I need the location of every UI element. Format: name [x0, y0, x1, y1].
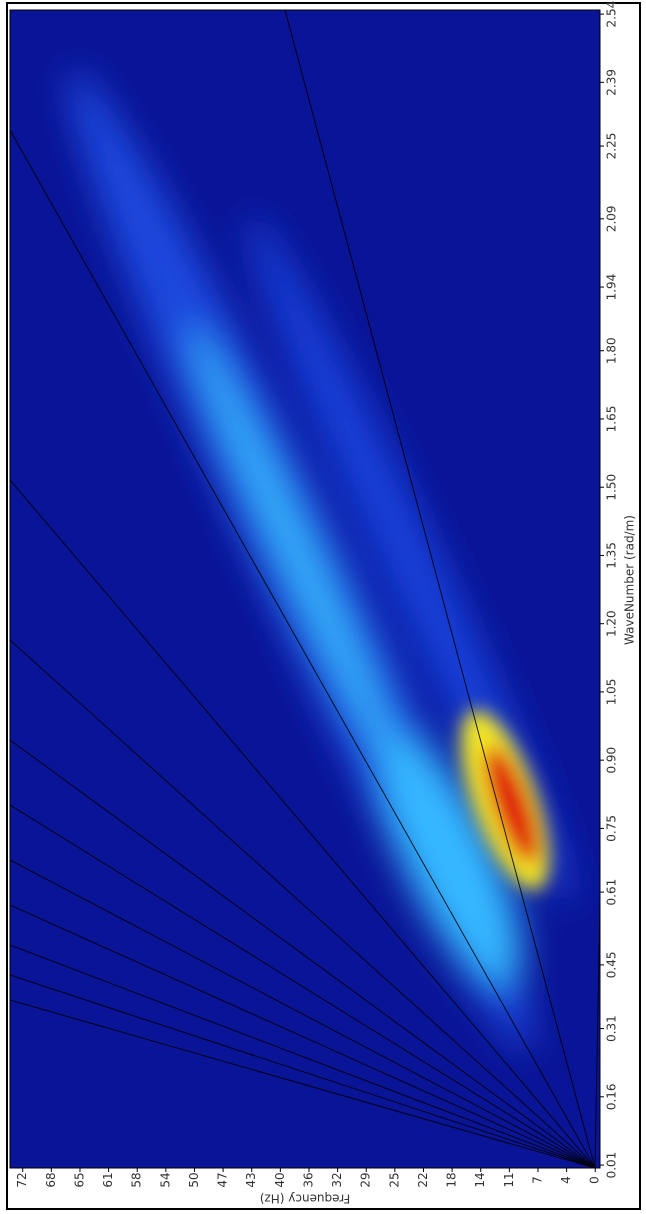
- x-tick-label: 1.94: [605, 274, 619, 301]
- y-tick-label: 43: [244, 1172, 258, 1187]
- y-tick-label: 32: [330, 1172, 344, 1187]
- x-tick-label: 1.65: [605, 406, 619, 433]
- y-tick-label: 47: [216, 1172, 230, 1187]
- y-tick-label: 22: [416, 1172, 430, 1187]
- y-tick-label: 68: [44, 1172, 58, 1187]
- x-tick-label: 2.39: [605, 69, 619, 96]
- x-tick-label: 1.35: [605, 542, 619, 569]
- y-tick-label: 54: [158, 1172, 172, 1187]
- frame: [6, 2, 641, 1210]
- x-tick-label: 0.01: [605, 1152, 619, 1179]
- x-tick-label: 1.80: [605, 337, 619, 364]
- x-axis-title: WaveNumber (rad/m): [623, 515, 637, 645]
- x-tick-label: 0.61: [605, 879, 619, 906]
- x-tick-label: 0.90: [605, 747, 619, 774]
- x-tick-label: 0.75: [605, 815, 619, 842]
- x-tick-label: 0.16: [605, 1083, 619, 1110]
- y-tick-label: 61: [101, 1172, 115, 1187]
- x-tick-label: 2.25: [605, 133, 619, 160]
- y-tick-label: 36: [301, 1172, 315, 1187]
- heatmap: [10, 10, 600, 1168]
- y-tick-label: 50: [187, 1172, 201, 1187]
- y-tick-label: 72: [15, 1172, 29, 1187]
- x-tick-label: 2.09: [605, 205, 619, 232]
- plot-border: [9, 9, 601, 1169]
- x-tick-label: 1.20: [605, 610, 619, 637]
- y-tick-label: 4: [559, 1176, 573, 1184]
- y-axis-title: Frequency (Hz): [260, 1192, 351, 1206]
- y-tick-label: 65: [72, 1172, 86, 1187]
- x-tick-label: 0.45: [605, 952, 619, 979]
- y-tick-label: 0: [588, 1176, 602, 1184]
- y-tick-label: 25: [387, 1172, 401, 1187]
- y-tick-label: 29: [359, 1172, 373, 1187]
- x-tick-label: 1.05: [605, 679, 619, 706]
- x-tick-label: 2.54: [605, 1, 619, 28]
- y-tick-label: 18: [445, 1172, 459, 1187]
- x-tick-label: 1.50: [605, 474, 619, 501]
- x-tick-label: 0.31: [605, 1015, 619, 1042]
- y-tick-label: 7: [530, 1176, 544, 1184]
- y-tick-label: 11: [502, 1172, 516, 1187]
- y-tick-label: 58: [130, 1172, 144, 1187]
- y-tick-label: 40: [273, 1172, 287, 1187]
- y-tick-label: 14: [473, 1172, 487, 1187]
